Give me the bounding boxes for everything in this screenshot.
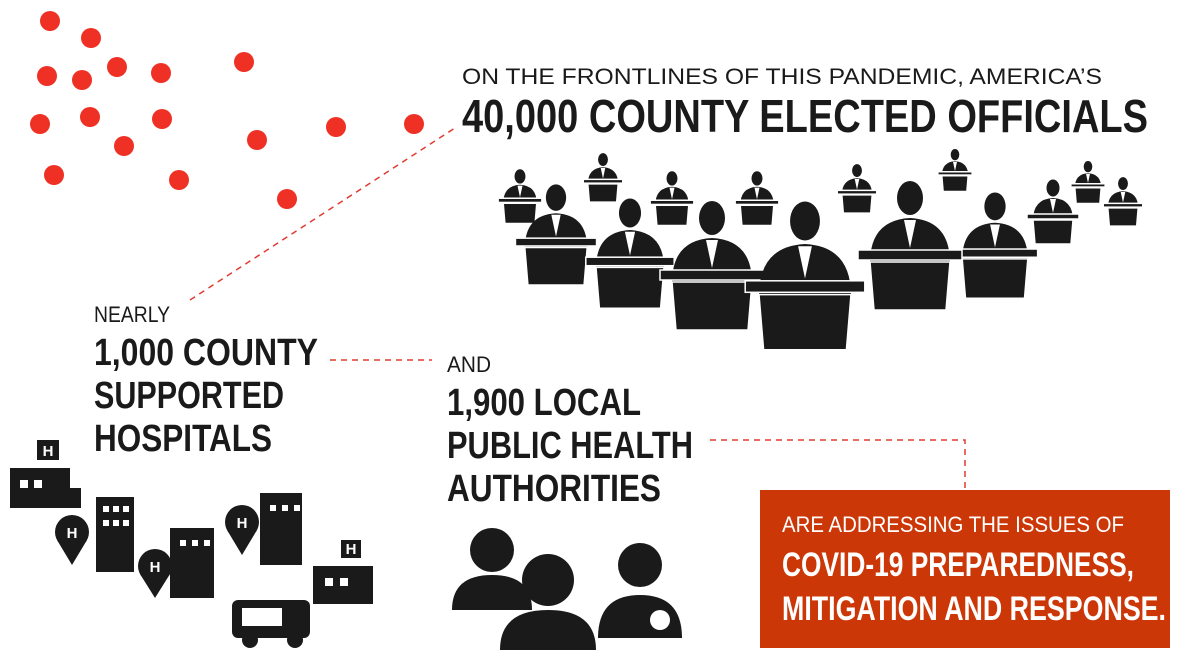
headline-intro: ON THE FRONTLINES OF THIS PANDEMIC, AMER… xyxy=(462,64,1102,89)
official-icon-part xyxy=(1106,207,1140,227)
official-icon-part xyxy=(1086,173,1090,184)
official-icon-part xyxy=(514,169,526,184)
official-icon-part xyxy=(897,181,923,215)
hospitals-intro: NEARLY xyxy=(94,302,170,327)
connector xyxy=(189,127,456,301)
official-icon-part xyxy=(754,187,760,200)
hospital-letter: H xyxy=(67,525,78,542)
hospitals-line: SUPPORTED xyxy=(94,375,284,417)
callout-line: MITIGATION AND RESPONSE. xyxy=(782,590,1166,628)
official-icon-part xyxy=(514,237,598,247)
official-icon-part xyxy=(950,148,960,161)
official-icon-part xyxy=(1073,186,1103,205)
official-icon-part xyxy=(751,171,763,186)
official-icon-part xyxy=(582,178,624,184)
official-icon-part xyxy=(551,214,561,237)
official-icon-part xyxy=(585,256,675,267)
official-icon-part xyxy=(706,240,718,268)
health-line: AUTHORITIES xyxy=(447,468,661,510)
hospital-letter: H xyxy=(43,443,54,460)
official-icon-part xyxy=(523,246,589,286)
official-icon-part xyxy=(649,199,695,206)
official-icon-part xyxy=(984,192,1006,221)
official-icon-part xyxy=(840,194,874,214)
official-icon-part xyxy=(744,280,866,294)
official-icon-part xyxy=(545,184,567,211)
official-icon-part xyxy=(497,197,543,204)
official-icon-part xyxy=(624,231,636,256)
headline-main: 40,000 COUNTY ELECTED OFFICIALS xyxy=(462,90,1148,142)
official-icon-part xyxy=(595,266,665,309)
official-icon-part xyxy=(798,246,812,279)
official-icon-part xyxy=(671,281,753,331)
callout-line: COVID-19 PREPAREDNESS, xyxy=(782,546,1134,584)
official-icon-part xyxy=(586,183,620,203)
official-icon-part xyxy=(852,164,862,178)
official-icon-part xyxy=(517,185,523,198)
official-icon-part xyxy=(937,171,973,176)
official-icon-part xyxy=(600,167,606,179)
official-icon-part xyxy=(598,153,608,167)
official-icon-part xyxy=(739,204,775,227)
health-worker-icons xyxy=(452,528,682,650)
official-icon-part xyxy=(790,201,820,241)
official-icon-part xyxy=(1070,183,1106,188)
official-icon-part xyxy=(1026,213,1080,220)
official-icon-part xyxy=(666,171,678,186)
official-icon-part xyxy=(953,161,957,172)
official-icon-part xyxy=(1046,179,1060,197)
official-icon-part xyxy=(618,198,642,228)
hospitals-line: HOSPITALS xyxy=(94,418,272,460)
official-icon-part xyxy=(1120,191,1126,203)
official-icon-part xyxy=(857,249,963,261)
official-icon-part xyxy=(734,199,780,206)
callout-intro: ARE ADDRESSING THE ISSUES OF xyxy=(782,512,1124,537)
official-icon-part xyxy=(951,248,1039,258)
hospital-letter: H xyxy=(346,541,357,558)
official-icon-part xyxy=(669,187,675,200)
health-line: PUBLIC HEALTH xyxy=(447,425,693,467)
hospitals-line: 1,000 COUNTY xyxy=(94,332,318,374)
official-icon-part xyxy=(940,174,970,193)
health-intro: AND xyxy=(447,352,491,377)
official-icon-part xyxy=(502,202,538,225)
officials-icons xyxy=(497,148,1144,351)
callout-box xyxy=(760,490,1170,648)
hospital-letter: H xyxy=(237,515,248,532)
virus-dots xyxy=(30,11,424,209)
official-icon-part xyxy=(869,261,951,311)
official-icon-part xyxy=(1032,219,1074,245)
hospital-letter: H xyxy=(150,559,161,576)
official-icon-part xyxy=(654,204,690,227)
official-icon-part xyxy=(1083,160,1093,173)
official-icon-part xyxy=(1102,202,1144,208)
official-icon-part xyxy=(961,258,1029,299)
hospital-icons: H H H H H xyxy=(10,440,373,648)
official-icon-part xyxy=(699,201,725,235)
official-icon-part xyxy=(836,189,878,195)
official-icon-part xyxy=(758,293,852,351)
health-line: 1,900 LOCAL xyxy=(447,382,641,424)
official-icon-part xyxy=(1050,199,1056,213)
official-icon-part xyxy=(990,224,1000,248)
official-icon-part xyxy=(659,269,765,281)
official-icon-part xyxy=(904,220,916,248)
connector xyxy=(710,439,966,490)
official-icon-part xyxy=(1118,177,1128,191)
official-icon-part xyxy=(854,178,860,190)
